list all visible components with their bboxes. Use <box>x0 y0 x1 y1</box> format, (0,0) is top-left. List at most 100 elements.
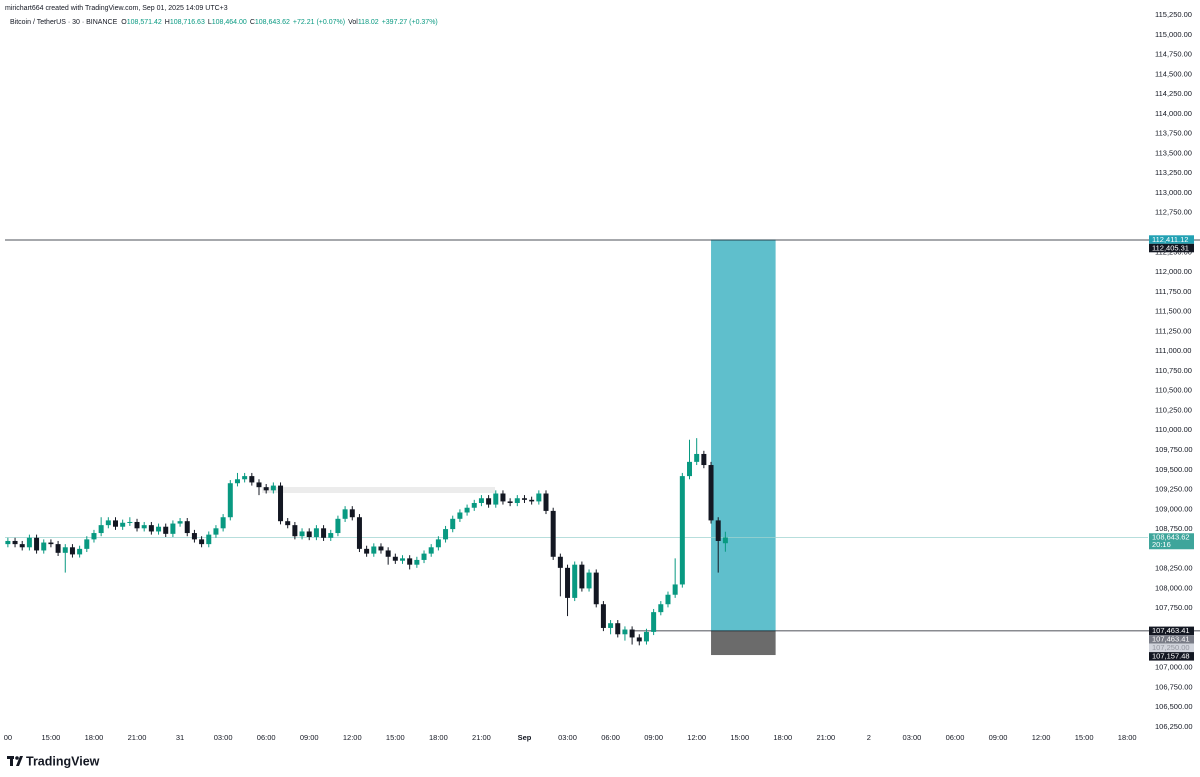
legend-key: Vol <box>348 19 358 26</box>
legend-value: 108,464.00 <box>212 19 247 26</box>
candle-body <box>55 544 61 553</box>
candle-body <box>658 604 664 613</box>
candle-body <box>191 533 197 540</box>
price-label: 107,463.41 <box>1152 635 1190 644</box>
candle-body <box>643 631 649 642</box>
x-tick-label: 15:00 <box>730 733 749 742</box>
price-label: 107,250.00 <box>1152 643 1190 652</box>
candle-body <box>306 531 312 538</box>
candle-body <box>220 517 226 529</box>
candle-body <box>694 453 700 462</box>
candle-body <box>471 502 477 508</box>
candle-body <box>651 612 657 632</box>
candle-body <box>600 604 606 628</box>
candle-body <box>112 520 118 527</box>
y-tick-label: 110,250.00 <box>1155 405 1192 414</box>
candle-body <box>299 531 305 537</box>
y-tick-label: 107,000.00 <box>1155 662 1193 671</box>
candle-body <box>156 526 162 532</box>
candle-body <box>249 476 255 483</box>
y-tick-label: 108,000.00 <box>1155 583 1193 592</box>
candle-body <box>687 461 693 477</box>
candle-body <box>622 629 628 635</box>
candle-body <box>414 559 420 565</box>
y-tick-label: 106,500.00 <box>1155 702 1193 711</box>
y-tick-label: 114,750.00 <box>1155 50 1192 59</box>
plot-area <box>5 239 1200 656</box>
y-tick-label: 111,750.00 <box>1155 287 1191 296</box>
price-label: 108,643.62 <box>1152 533 1190 542</box>
candle-body <box>708 465 714 521</box>
logo-shape <box>10 756 13 766</box>
credit: mirichart664 created with TradingView.co… <box>5 5 228 12</box>
x-tick-label: 21:00 <box>472 733 491 742</box>
candle-body <box>536 493 542 502</box>
y-tick-label: 109,750.00 <box>1155 445 1193 454</box>
x-tick-label: 18:00 <box>1118 733 1137 742</box>
candle-body <box>478 498 484 503</box>
y-tick-label: 110,750.00 <box>1155 366 1192 375</box>
candle-body <box>608 623 614 628</box>
candle-body <box>421 553 427 560</box>
candle-body <box>213 528 219 535</box>
position-loss <box>711 630 776 656</box>
candle-body <box>285 521 291 526</box>
x-tick-label: 12:00 <box>687 733 706 742</box>
candle-body <box>163 526 169 534</box>
candle-body <box>199 539 205 545</box>
candle-body <box>636 637 642 642</box>
candle-body <box>385 550 391 557</box>
candle-body <box>48 542 54 545</box>
candle-body <box>105 520 111 526</box>
candle-body <box>400 558 406 561</box>
price-label-box <box>1149 652 1194 661</box>
candle-body <box>349 509 355 518</box>
candle-body <box>364 548 370 554</box>
symbol: Bitcoin / TetherUS · 30 · BINANCE <box>10 19 118 26</box>
y-tick-label: 106,750.00 <box>1155 682 1193 691</box>
legend-value: 118.02 <box>358 19 379 26</box>
footer-logo: TradingView <box>7 754 100 768</box>
y-tick-label: 109,250.00 <box>1155 485 1193 494</box>
candle-body <box>586 572 592 589</box>
logo-shape <box>15 756 19 760</box>
x-tick-label: 21:00 <box>128 733 147 742</box>
y-tick-label: 107,750.00 <box>1155 603 1193 612</box>
candle-body <box>98 525 104 534</box>
y-tick-label: 110,500.00 <box>1155 386 1192 395</box>
legend-key: C <box>250 19 255 26</box>
y-tick-label: 113,750.00 <box>1155 129 1192 138</box>
candle-body <box>378 546 384 551</box>
legend-key: L <box>208 19 212 26</box>
candle-body <box>321 528 327 538</box>
price-label-box <box>1149 243 1194 253</box>
candle-body <box>392 556 398 561</box>
legend-value: 108,643.62 <box>255 19 290 26</box>
logo-shape <box>16 756 23 766</box>
candle-body <box>679 476 685 585</box>
x-tick-label: 31 <box>176 733 184 742</box>
x-tick-label: 15:00 <box>386 733 405 742</box>
x-tick-label: 03:00 <box>903 733 922 742</box>
candle-body <box>722 537 728 544</box>
candle-body <box>41 542 47 551</box>
x-tick-label: Sep <box>518 733 532 742</box>
x-tick-label: 18:00 <box>85 733 104 742</box>
candle-body <box>335 518 341 534</box>
candle-body <box>629 629 635 638</box>
candle-body <box>69 547 75 555</box>
candle-body <box>278 485 284 522</box>
x-tick-label: 2 <box>867 733 871 742</box>
legend-value: 108,571.42 <box>127 19 162 26</box>
candle-body <box>91 533 97 540</box>
candle-body <box>457 512 463 519</box>
y-tick-label: 112,750.00 <box>1155 208 1192 217</box>
symbol-legend: Bitcoin / TetherUS · 30 · BINANCE O108,57… <box>10 19 438 26</box>
candle-body <box>148 525 154 532</box>
candle-body <box>134 521 140 529</box>
x-tick-label: 06:00 <box>946 733 965 742</box>
x-tick-label: 18:00 <box>773 733 792 742</box>
candle-body <box>313 528 319 538</box>
y-tick-label: 108,750.00 <box>1155 524 1193 533</box>
y-tick-label: 114,250.00 <box>1155 89 1192 98</box>
